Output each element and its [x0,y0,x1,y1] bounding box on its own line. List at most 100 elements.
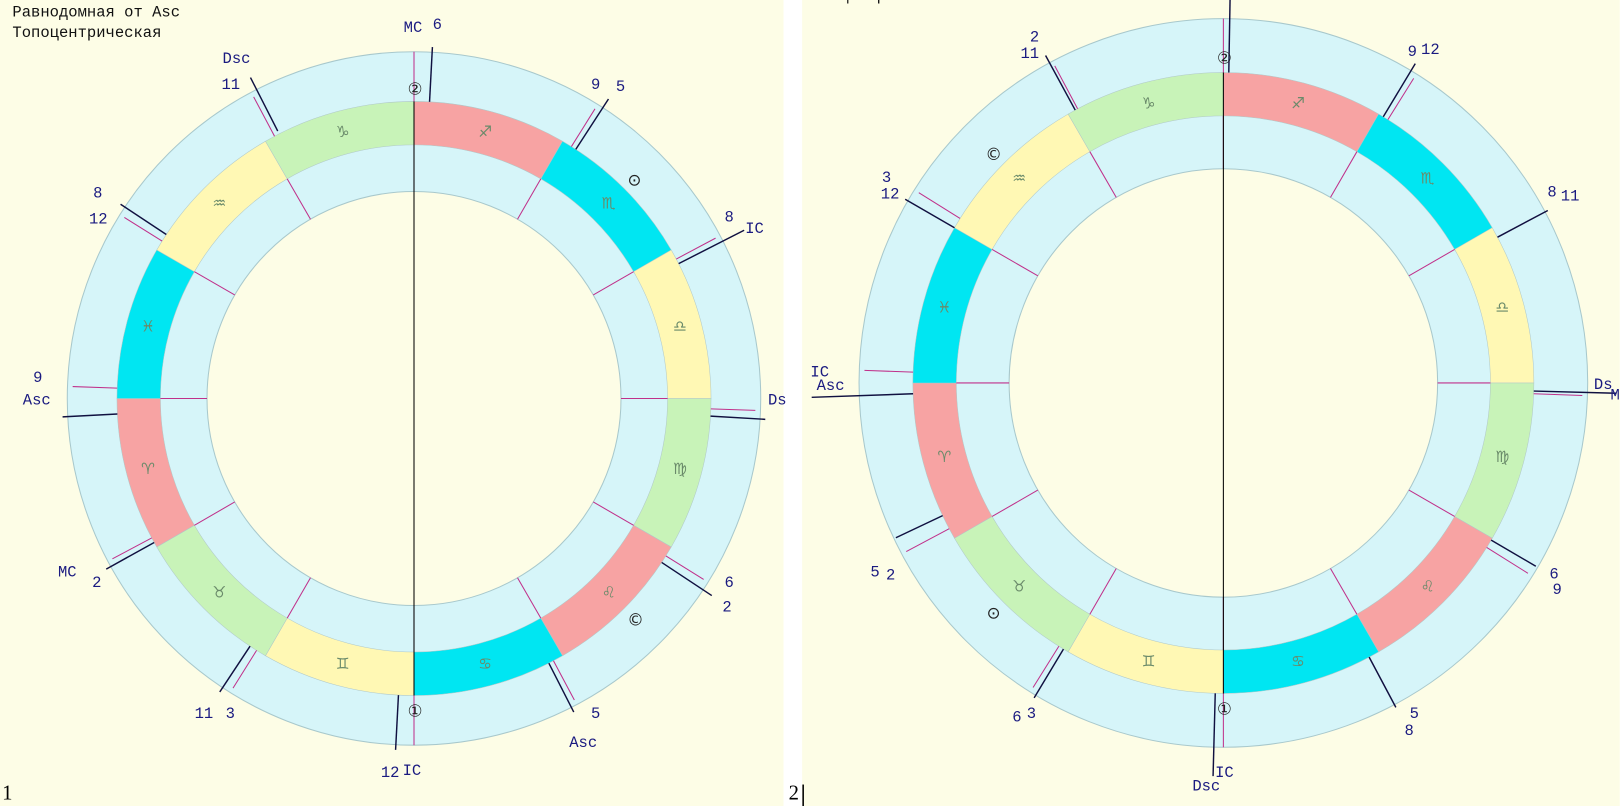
wheel-label: Dsc [223,50,251,68]
wheel-label: 11 [195,705,214,723]
wheel-label: Ds [768,392,787,410]
wheel-label: Asc [23,392,51,410]
sign-glyph: ♍ [673,460,687,478]
house-line [1533,390,1617,394]
wheel-label: 9 [591,76,600,94]
wheel-label: MC [404,19,423,37]
cusp-line [1054,65,1079,110]
sign-glyph: ♌ [1421,578,1435,596]
sign-glyph: ♓ [937,299,951,317]
cusp-line [1408,489,1455,517]
wheel: ♐ ♏ ♎ ♍ ♌ ♋ ♊ ♉ ♈ ♓ ♒ ♑ Равнодомная от Asc Топоцентри… [2,4,787,805]
wheel-label: 5 [616,78,625,96]
wheel-label: 5 [591,705,600,723]
wheel-label: 12 [881,186,900,204]
house-line [1228,0,1231,73]
sign-glyph: ♒ [212,194,226,212]
wheel-label: MC [58,563,77,581]
sign-glyph: ♐ [478,123,492,141]
planet-glyph: ② [1217,48,1232,67]
planet-glyph: © [627,611,644,630]
sign-glyph: ♐ [1291,95,1305,113]
cusp-line [593,501,634,526]
panel-number: 2 [789,783,799,805]
cusp-line [665,555,704,580]
wheel-label: 9 [1408,43,1417,61]
sign-glyph: ♈ [141,460,155,478]
wheel-label: 8 [93,185,102,203]
title: Топоцентрическая [12,24,161,42]
wheel-label: Ds [1594,376,1613,394]
wheel-label: 6 [1549,566,1558,584]
wheel-label: M [1610,386,1619,404]
cusp-line [552,660,575,701]
planet-glyph: © [985,145,1002,164]
wheel-label: Asc [817,377,845,395]
sign-glyph: ♉ [1012,578,1026,596]
cusp-line [1486,547,1529,574]
sign-glyph: ♋ [1291,652,1305,670]
house-line [904,198,955,229]
wheel: ♐♏♎♍♌♋♊♉♈♓♒♑Топоцентрическая221191231281… [789,0,1620,805]
cusp-line [570,108,596,147]
cusp-line [1408,248,1455,277]
sign-glyph: ♈ [937,448,951,466]
wheel-label: IC [810,364,829,382]
house-line [249,77,279,132]
wheel-label: 6 [1012,708,1021,726]
sign-glyph: ♌ [602,584,616,602]
house-line [394,695,400,750]
sign-glyph: ♎ [1495,299,1509,317]
cusp-line [286,178,311,220]
sign-glyph: ♉ [212,584,226,602]
cusp-line [1032,645,1060,688]
cusp-line [710,408,756,411]
cusp-line [906,528,950,553]
wheel-label: 3 [226,705,235,723]
sign-glyph: ♎ [673,318,687,336]
wheel-label: 5 [1410,705,1419,723]
cusp-line [1330,151,1358,198]
house-line [575,98,610,150]
wheel-label: 2 [722,599,731,617]
wheel-label: 2 [92,574,101,592]
cusp-line [593,271,634,296]
wheel-label: 3 [1027,705,1036,723]
cusp-line [1387,78,1415,120]
wheel-label: 2 [886,567,895,585]
house-line [1382,63,1416,118]
wheel-label: 11 [1021,45,1040,63]
planet-glyph: ② [408,80,423,99]
cusp-line [232,650,258,689]
cusp-line [1089,568,1117,615]
house-line [1497,209,1549,238]
wheel-label: IC [403,762,422,780]
wheel-label: 8 [725,208,734,226]
wheel-label: 9 [33,369,42,387]
cusp-line [676,237,716,260]
house-line [1044,55,1076,111]
wheel-label: 12 [1421,41,1440,59]
cusp-line [1089,151,1117,198]
cusp-line [1330,568,1358,615]
sign-glyph: ♊ [336,655,350,673]
planet-glyph: ⊙ [628,171,642,190]
cusp-line [864,369,914,373]
cusp-line [253,96,276,137]
house-line [1212,693,1216,777]
planet-glyph: ① [1217,700,1232,719]
house-line [895,514,943,539]
house-line [710,415,766,421]
wheel-label: 6 [725,574,734,592]
sign-glyph: ♋ [478,655,492,673]
house-line [1490,539,1537,567]
title: Топоцентрическая [802,0,951,5]
wheel-label: Dsc [1192,778,1220,796]
wheel-label: IC [745,220,764,238]
sign-glyph: ♑ [1142,95,1156,113]
house-line [1033,648,1065,699]
wheel-label: 9 [1553,581,1562,599]
panel-number: 1 [2,783,12,805]
sign-glyph: ♏ [602,194,616,212]
